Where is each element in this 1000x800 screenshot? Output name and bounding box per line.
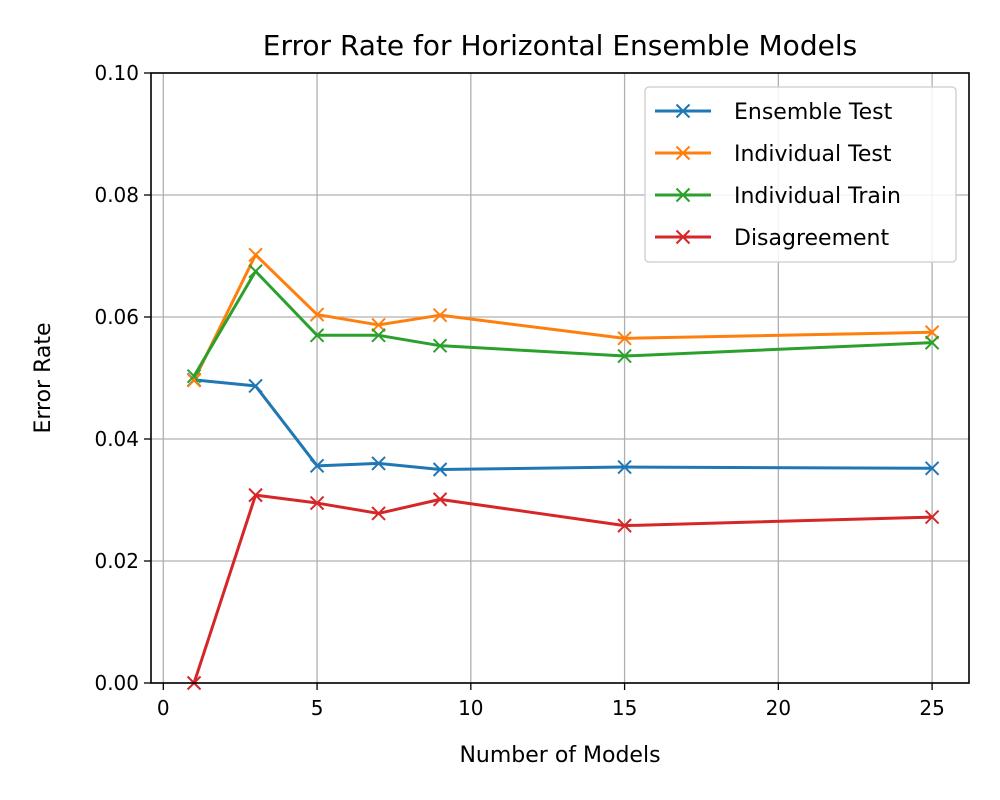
data-point-disagreement xyxy=(309,495,325,511)
marker-stroke xyxy=(675,103,691,119)
data-point-individual-test xyxy=(432,307,448,323)
x-tick-label: 15 xyxy=(612,696,637,720)
marker-stroke xyxy=(248,264,263,279)
data-point-individual-test xyxy=(924,325,940,340)
marker-stroke xyxy=(432,492,448,507)
legend-label: Disagreement xyxy=(734,226,890,251)
marker-stroke xyxy=(248,247,263,262)
x-tick-label: 0 xyxy=(157,696,170,720)
marker-stroke xyxy=(371,506,386,521)
legend-marker xyxy=(675,229,691,245)
y-tick-label: 0.06 xyxy=(94,305,139,329)
marker-stroke xyxy=(617,459,632,475)
legend-item: Ensemble Test xyxy=(655,100,893,125)
data-point-disagreement xyxy=(371,506,386,521)
marker-stroke xyxy=(371,456,386,471)
data-point-ensemble-test xyxy=(432,462,448,477)
data-point-individual-train xyxy=(186,368,202,384)
marker-stroke xyxy=(617,331,632,346)
legend-marker xyxy=(675,187,691,203)
marker-stroke xyxy=(371,328,386,343)
data-point-ensemble-test xyxy=(371,456,386,471)
plot-frame xyxy=(150,72,970,684)
y-tick-label: 0.04 xyxy=(94,427,139,451)
data-point-individual-test xyxy=(186,373,202,388)
data-point-individual-train xyxy=(248,264,263,279)
legend: Ensemble Test Individual Test Individual T… xyxy=(644,86,957,263)
axis-ticks: 0 5 10 15 20 25 0.00 0.02 0.04 0.06 0.08 0.10 xyxy=(94,61,944,720)
marker-stroke xyxy=(186,373,202,388)
marker-stroke xyxy=(309,328,325,343)
data-point-disagreement xyxy=(432,492,448,507)
legend-item: Individual Train xyxy=(655,184,901,209)
marker-stroke xyxy=(675,187,691,203)
legend-label: Individual Train xyxy=(734,184,901,209)
legend-box xyxy=(644,86,957,263)
series-individual-test xyxy=(186,247,940,388)
data-point-ensemble-test xyxy=(924,461,940,476)
marker-stroke xyxy=(248,487,263,503)
marker-stroke xyxy=(432,307,448,323)
marker-stroke xyxy=(924,461,940,476)
data-point-ensemble-test xyxy=(617,459,632,475)
x-tick-label: 20 xyxy=(766,696,791,720)
marker-stroke xyxy=(617,518,632,533)
y-tick-label: 0.00 xyxy=(94,671,139,695)
marker-stroke xyxy=(371,317,386,333)
legend-label: Individual Test xyxy=(734,142,892,167)
marker-stroke xyxy=(309,307,325,322)
data-point-ensemble-test xyxy=(248,378,263,394)
data-point-disagreement xyxy=(924,509,940,525)
marker-stroke xyxy=(248,378,263,394)
data-point-individual-train xyxy=(617,348,632,364)
x-tick-label: 5 xyxy=(311,696,324,720)
legend-marker xyxy=(675,103,691,119)
data-point-individual-test xyxy=(309,307,325,322)
marker-stroke xyxy=(309,458,325,474)
legend-label: Ensemble Test xyxy=(734,100,893,125)
marker-stroke xyxy=(924,509,940,525)
chart-title: Error Rate for Horizontal Ensemble Model… xyxy=(263,29,857,62)
data-point-ensemble-test xyxy=(309,458,325,474)
legend-item: Individual Test xyxy=(655,142,892,167)
marker-stroke xyxy=(675,145,691,161)
marker-stroke xyxy=(186,368,202,384)
series-disagreement xyxy=(186,487,940,691)
x-tick-label: 10 xyxy=(458,696,483,720)
marker-stroke xyxy=(924,325,940,340)
marker-stroke xyxy=(432,462,448,477)
y-tick-label: 0.08 xyxy=(94,183,139,207)
marker-stroke xyxy=(675,229,691,245)
marker-stroke xyxy=(432,338,448,353)
x-tick-label: 25 xyxy=(919,696,944,720)
y-tick-label: 0.02 xyxy=(94,549,139,573)
marker-stroke xyxy=(617,348,632,364)
marker-stroke xyxy=(924,335,940,350)
series-individual-train xyxy=(186,264,940,384)
data-point-individual-train xyxy=(309,328,325,343)
data-point-individual-train xyxy=(924,335,940,350)
y-tick-label: 0.10 xyxy=(94,61,139,85)
data-point-individual-test xyxy=(617,331,632,346)
marker-stroke xyxy=(309,495,325,511)
data-point-individual-train xyxy=(432,338,448,353)
data-point-disagreement xyxy=(248,487,263,503)
data-point-individual-test xyxy=(248,247,263,262)
y-axis-label: Error Rate xyxy=(31,322,56,433)
legend-marker xyxy=(675,145,691,161)
series-layer xyxy=(186,247,940,691)
data-point-individual-test xyxy=(371,317,386,333)
data-point-disagreement xyxy=(617,518,632,533)
x-axis-label: Number of Models xyxy=(459,743,660,768)
legend-item: Disagreement xyxy=(655,226,890,251)
data-point-individual-train xyxy=(371,328,386,343)
